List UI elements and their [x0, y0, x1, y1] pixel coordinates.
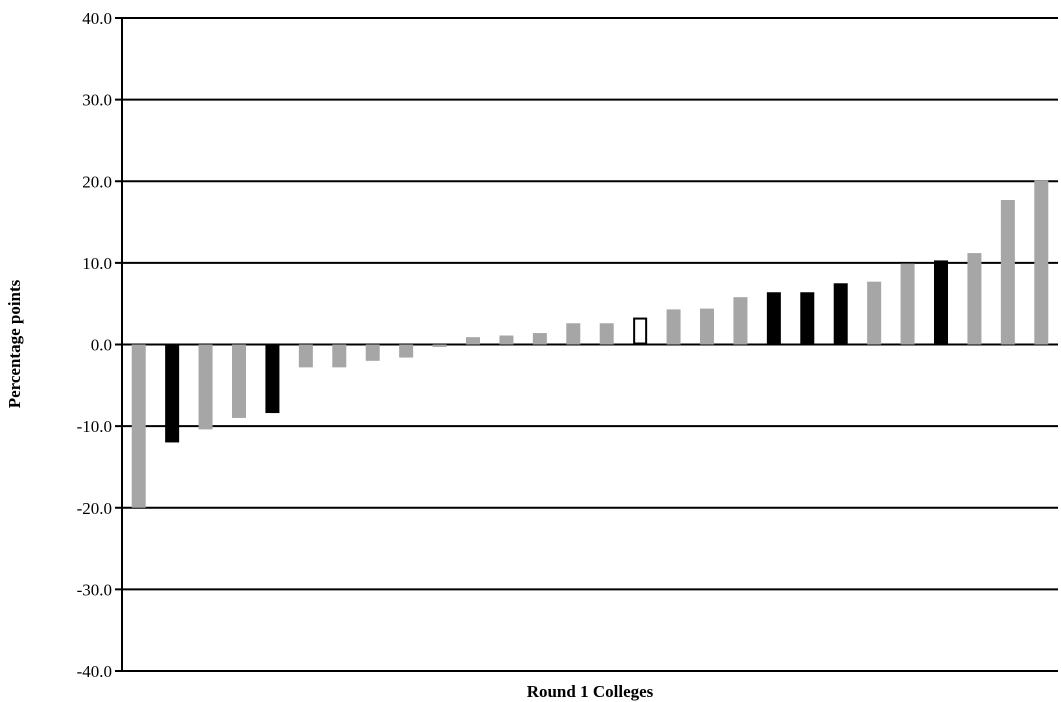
- bar: [466, 337, 480, 345]
- bar: [900, 263, 915, 345]
- bar: [967, 253, 982, 345]
- bar: [633, 317, 648, 345]
- y-tick-label: -10.0: [77, 417, 112, 436]
- bar: [332, 344, 347, 368]
- bar: [800, 292, 815, 345]
- bar: [666, 309, 681, 345]
- bar: [198, 344, 213, 430]
- bar: [700, 308, 714, 345]
- bar: [265, 344, 280, 414]
- bar: [532, 333, 547, 345]
- bar: [867, 281, 882, 345]
- y-tick-label: -40.0: [77, 662, 112, 681]
- x-axis-title: Round 1 Colleges: [527, 682, 654, 701]
- bar: [733, 297, 748, 345]
- y-tick-label: -20.0: [77, 499, 112, 518]
- y-tick-label: 30.0: [82, 91, 112, 110]
- bar: [499, 335, 514, 345]
- bar: [599, 323, 614, 345]
- bar: [833, 283, 848, 345]
- y-tick-label: -30.0: [77, 580, 112, 599]
- y-tick-label: 10.0: [82, 254, 112, 273]
- bar: [131, 344, 146, 508]
- bar: [432, 344, 447, 347]
- bar: [365, 344, 380, 361]
- y-axis-title: Percentage points: [5, 279, 24, 408]
- bar: [298, 344, 313, 368]
- y-tick-label: 40.0: [82, 9, 112, 28]
- y-tick-label: 20.0: [82, 172, 112, 191]
- bar: [1000, 200, 1015, 345]
- y-tick-label: 0.0: [91, 336, 112, 355]
- bar: [934, 260, 948, 345]
- gridlines: [115, 17, 1058, 672]
- bar: [232, 344, 246, 418]
- y-axis-tick-labels: 40.0 30.0 20.0 10.0 0.0 -10.0 -20.0 -30.0 -40.0: [77, 9, 112, 681]
- bars: [131, 180, 1049, 508]
- bar: [566, 323, 581, 345]
- bar: [165, 344, 180, 443]
- bar: [766, 292, 781, 345]
- bar: [1034, 180, 1049, 345]
- bar: [399, 344, 414, 358]
